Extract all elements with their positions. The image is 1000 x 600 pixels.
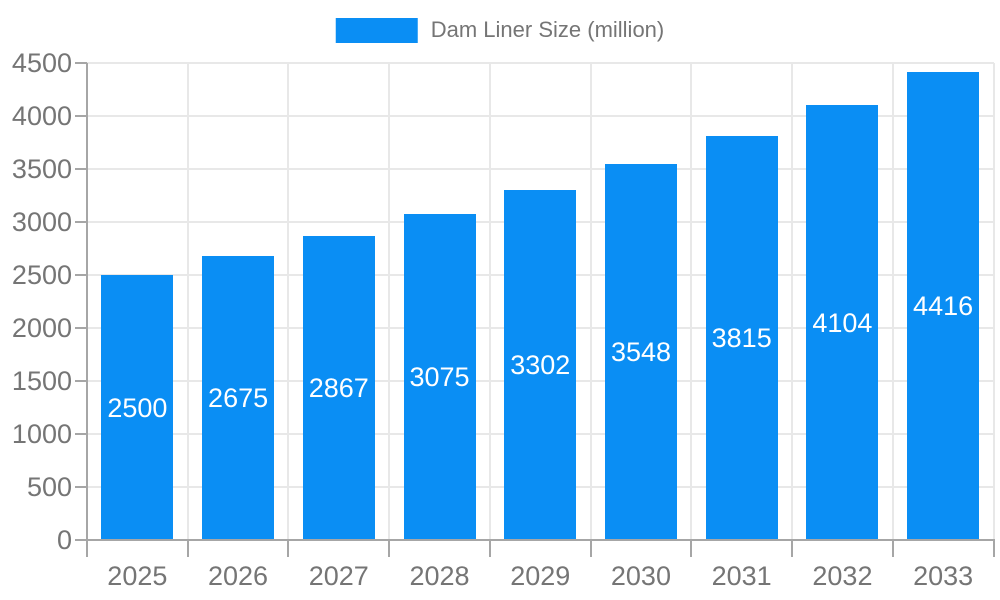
bar-2025[interactable]: 2500 [101,275,174,540]
bar-value-label-2026: 2675 [208,383,269,414]
y-tick-3500 [75,168,87,170]
x-tick-5 [589,540,592,557]
bar-value-label-2031: 3815 [711,322,772,353]
y-tick-3000 [75,221,87,223]
gridline-x-boundary-5 [589,63,592,540]
y-tick-2000 [75,327,87,329]
y-tick-1500 [75,380,87,382]
gridline-y-4000 [87,115,994,117]
x-tick-8 [891,540,894,557]
legend[interactable]: Dam Liner Size (million) [335,17,665,43]
x-axis-label-2029: 2029 [510,561,571,591]
legend-swatch-icon [335,17,418,43]
y-tick-1000 [75,433,87,435]
x-axis-label-2025: 2025 [107,561,168,591]
gridline-y-4500 [87,62,994,64]
y-axis-label-2500: 2500 [11,260,72,290]
x-axis-label-2032: 2032 [812,561,873,591]
bar-2028[interactable]: 3075 [403,214,476,540]
y-axis-label-3000: 3000 [11,207,72,237]
x-axis-label-2031: 2031 [711,561,772,591]
y-axis-label-500: 500 [26,472,72,502]
bar-value-label-2028: 3075 [409,362,470,392]
x-tick-1 [186,540,189,557]
y-axis-label-2000: 2000 [11,313,72,343]
legend-label: Dam Liner Size (million) [430,17,665,42]
gridline-x-boundary-4 [488,63,491,540]
bar-2029[interactable]: 3302 [504,190,577,540]
bar-value-label-2033: 4416 [913,290,974,321]
x-axis-line [86,539,995,541]
y-tick-4500 [75,62,87,64]
x-axis-label-2033: 2033 [913,561,974,591]
x-tick-2 [287,540,290,557]
gridline-x-boundary-9 [992,63,995,540]
gridline-x-boundary-7 [791,63,794,540]
bar-value-label-2025: 2500 [107,392,168,423]
y-tick-500 [75,486,87,488]
x-tick-7 [791,540,794,557]
x-axis-label-2030: 2030 [610,561,671,591]
gridline-x-boundary-8 [891,63,894,540]
y-tick-4000 [75,115,87,117]
gridline-y-3500 [87,168,994,170]
bar-2026[interactable]: 2675 [202,256,275,540]
y-axis-label-4000: 4000 [11,101,72,131]
x-tick-9 [992,540,995,557]
bar-2030[interactable]: 3548 [605,163,677,540]
gridline-x-boundary-1 [186,63,189,540]
y-axis-label-3500: 3500 [11,154,72,184]
x-axis-label-2027: 2027 [308,561,369,591]
bar-value-label-2032: 4104 [812,307,873,338]
y-axis-label-1000: 1000 [11,419,72,449]
x-tick-4 [488,540,491,557]
y-axis-label-4500: 4500 [11,48,72,78]
bar-2031[interactable]: 3815 [705,135,778,540]
gridline-x-boundary-3 [388,63,391,540]
y-axis-label-1500: 1500 [11,366,72,396]
x-axis-label-2028: 2028 [409,561,470,591]
gridline-x-boundary-6 [690,63,693,540]
bar-value-label-2029: 3302 [510,350,571,380]
y-axis-line [86,63,88,557]
gridline-x-boundary-2 [287,63,290,540]
bar-2027[interactable]: 2867 [302,236,375,540]
y-axis-label-0: 0 [56,525,72,555]
x-tick-3 [388,540,391,557]
y-tick-2500 [75,274,87,276]
bar-value-label-2027: 2867 [308,373,369,404]
x-tick-6 [690,540,693,557]
x-axis-label-2026: 2026 [207,561,269,591]
bar-2033[interactable]: 4416 [907,71,980,540]
bar-2032[interactable]: 4104 [806,105,879,540]
y-tick-0 [75,539,87,541]
bar-value-label-2030: 3548 [610,336,672,367]
